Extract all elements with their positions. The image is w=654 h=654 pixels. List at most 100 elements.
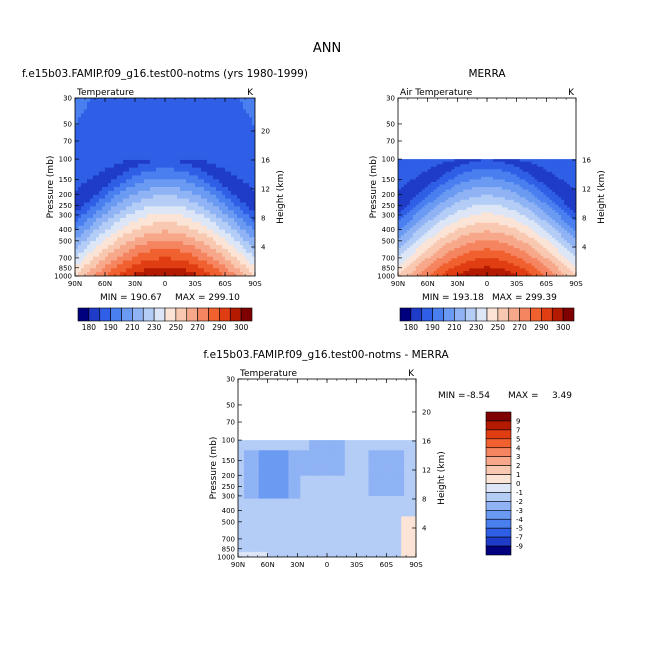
field-cell [132, 167, 136, 173]
field-cell [448, 179, 452, 183]
field-cell [412, 161, 417, 165]
field-cell [424, 166, 429, 170]
field-cell [222, 121, 226, 126]
field-cell [451, 184, 455, 188]
field-cell [501, 237, 506, 242]
field-cell [156, 233, 160, 238]
field-cell [75, 264, 79, 269]
field-cell [507, 265, 512, 269]
field-cell [204, 245, 208, 250]
field-cell [177, 187, 181, 192]
field-cell [162, 121, 166, 126]
field-cell [424, 250, 429, 254]
field-cell [114, 136, 118, 142]
field-cell [81, 136, 85, 142]
field-cell [90, 159, 94, 165]
field-cell [478, 215, 482, 219]
field-cell [78, 152, 82, 157]
field-cell [460, 184, 464, 188]
field-cell [123, 190, 127, 196]
field-cell [472, 260, 476, 264]
field-cell [147, 248, 151, 254]
field-cell [78, 264, 82, 269]
field-cell [478, 242, 482, 247]
field-cell [135, 113, 139, 118]
field-cell [108, 264, 112, 269]
field-cell [448, 270, 452, 275]
field-cell [439, 225, 444, 229]
field-cell [466, 265, 470, 269]
field-cell [504, 227, 509, 231]
field-cell [177, 105, 181, 111]
field-cell [216, 225, 220, 231]
field-cell [427, 174, 432, 178]
field-cell [111, 109, 115, 115]
field-cell [105, 175, 109, 180]
field-cell [129, 136, 133, 142]
field-cell [207, 136, 211, 142]
field-cell [412, 235, 417, 239]
field-cell [102, 140, 106, 146]
field-cell [531, 194, 536, 198]
field-cell [430, 164, 435, 168]
field-cell [510, 174, 515, 178]
field-cell [501, 258, 506, 262]
field-cell [478, 268, 482, 272]
field-cell [168, 225, 172, 231]
field-cell [481, 174, 485, 178]
field-cell [504, 181, 509, 186]
field-cell [90, 179, 94, 184]
field-cell [495, 273, 500, 276]
y-tick-label: 700 [59, 254, 72, 262]
field-cell [448, 184, 452, 188]
field-cell [207, 113, 211, 118]
field-cell [156, 225, 160, 231]
field-cell [418, 187, 423, 191]
field-cell [430, 179, 435, 183]
field-cell [489, 240, 494, 244]
field-cell [436, 192, 441, 196]
field-cell [216, 260, 220, 265]
field-cell [114, 121, 118, 126]
field-cell [439, 189, 444, 193]
field-cell [469, 212, 473, 216]
field-cell [144, 217, 148, 223]
field-cell [460, 222, 464, 226]
field-cell [237, 268, 241, 273]
field-cell [105, 206, 109, 211]
field-cell [99, 121, 103, 126]
field-cell [141, 105, 145, 111]
field-cell [433, 253, 438, 257]
field-cell [403, 199, 408, 203]
field-cell [412, 225, 417, 229]
field-cell [489, 169, 494, 173]
field-cell [189, 264, 193, 269]
field-cell [528, 258, 533, 262]
field-cell [138, 136, 142, 142]
field-cell [481, 250, 485, 254]
field-cell [231, 210, 235, 215]
field-cell [117, 190, 121, 196]
field-cell [93, 128, 97, 134]
field-cell [495, 245, 500, 249]
field-cell [504, 202, 509, 206]
field-cell [114, 156, 118, 161]
field-cell [153, 101, 157, 107]
field-cell [457, 189, 461, 193]
field-cell [234, 183, 238, 188]
field-cell [460, 161, 464, 165]
field-cell [192, 183, 196, 188]
field-cell [111, 248, 115, 254]
field-cell [87, 136, 91, 142]
field-cell [150, 148, 154, 153]
field-cell [427, 245, 432, 249]
field-cell [177, 132, 181, 138]
field-cell [153, 167, 157, 173]
field-cell [472, 166, 476, 170]
field-cell [469, 171, 473, 175]
field-cell [234, 225, 238, 231]
field-cell [466, 227, 470, 231]
field-cell [99, 125, 103, 130]
field-cell [436, 159, 441, 163]
field-cell [454, 237, 458, 242]
